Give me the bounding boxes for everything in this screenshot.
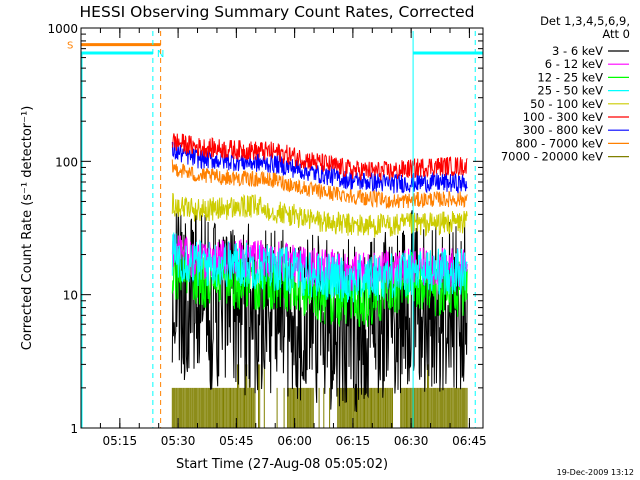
legend-label-12-25kev: 12 - 25 keV bbox=[537, 70, 603, 84]
legend-label-50-100kev: 50 - 100 keV bbox=[530, 97, 603, 111]
legend-label-100-300kev: 100 - 300 keV bbox=[523, 110, 603, 124]
y-axis-label: Corrected Count Rate (s⁻¹ detector⁻¹) bbox=[20, 106, 35, 351]
series-layer bbox=[171, 133, 468, 428]
x-axis: 05:15 05:30 05:45 06:00 06:15 06:30 06:45 bbox=[80, 28, 487, 448]
series-800-7000kev bbox=[171, 159, 468, 210]
legend-label-7000-20000kev: 7000 - 20000 keV bbox=[501, 150, 603, 164]
legend-label-25-50kev: 25 - 50 keV bbox=[537, 84, 603, 98]
y-tick-label: 100 bbox=[55, 155, 78, 169]
y-tick-label: 1000 bbox=[47, 22, 78, 36]
legend-label-6-12kev: 6 - 12 keV bbox=[545, 57, 603, 71]
chart-title: HESSI Observing Summary Count Rates, Cor… bbox=[80, 3, 475, 21]
legend-label-3-6kev: 3 - 6 keV bbox=[552, 44, 603, 58]
legend-label-300-800kev: 300 - 800 keV bbox=[523, 123, 603, 137]
x-axis-label: Start Time (27-Aug-08 05:05:02) bbox=[176, 457, 388, 472]
x-tick-label: 05:15 bbox=[103, 434, 138, 448]
y-tick-label: 10 bbox=[63, 289, 78, 303]
x-tick-label: 05:45 bbox=[219, 434, 254, 448]
x-tick-label: 06:15 bbox=[336, 434, 371, 448]
x-tick-label: 05:30 bbox=[161, 434, 196, 448]
x-tick-label: 06:30 bbox=[394, 434, 429, 448]
legend-header-line-2: Att 0 bbox=[602, 27, 630, 41]
legend-header-line-1: Det 1,3,4,5,6,9, bbox=[540, 14, 630, 28]
series-25-50kev bbox=[171, 232, 468, 303]
series-100-300kev bbox=[171, 133, 468, 181]
marker-layer: SN bbox=[67, 31, 483, 428]
y-tick-label: 1 bbox=[70, 422, 78, 436]
plot-frame bbox=[80, 27, 484, 429]
flag-s-label: S bbox=[67, 41, 73, 52]
series-50-100kev bbox=[171, 192, 468, 238]
x-tick-label: 06:00 bbox=[277, 434, 312, 448]
footer-timestamp: 19-Dec-2009 13:12 bbox=[557, 468, 634, 477]
flag-n-label: N bbox=[157, 49, 164, 60]
plot-area: SN bbox=[67, 27, 484, 429]
y-axis: 1 10 100 1000 bbox=[47, 22, 483, 436]
x-tick-label: 06:45 bbox=[452, 434, 487, 448]
legend-label-800-7000kev: 800 - 7000 keV bbox=[515, 136, 603, 150]
